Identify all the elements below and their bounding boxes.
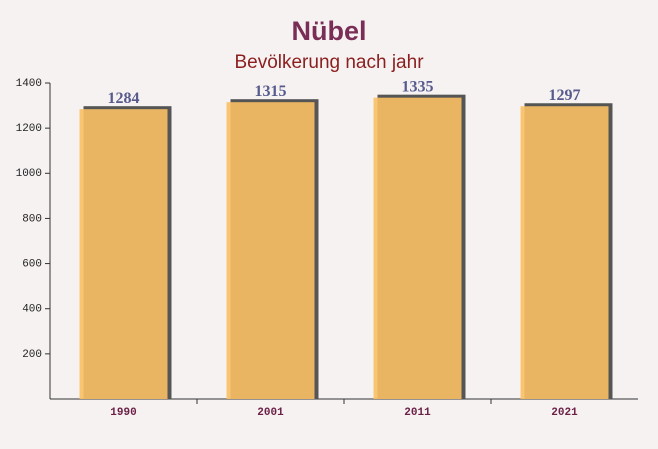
y-tick-label: 1000 xyxy=(16,168,42,180)
bar xyxy=(226,102,315,399)
bar xyxy=(79,109,168,399)
x-tick-label: 2011 xyxy=(404,407,431,419)
y-tick-label: 200 xyxy=(22,349,42,361)
x-tick-label: 1990 xyxy=(110,407,136,419)
value-label: 1284 xyxy=(108,90,140,107)
x-tick-label: 2001 xyxy=(257,407,284,419)
y-tick-label: 1400 xyxy=(16,78,42,90)
y-tick-label: 600 xyxy=(22,258,42,270)
y-tick-label: 1200 xyxy=(16,123,42,135)
chart-title: Nübel xyxy=(291,16,366,46)
y-tick-label: 800 xyxy=(22,213,42,225)
x-tick-label: 2021 xyxy=(551,407,578,419)
value-label: 1335 xyxy=(402,79,434,96)
value-label: 1315 xyxy=(255,83,287,100)
y-tick-label: 400 xyxy=(22,304,42,316)
chart-subtitle: Bevölkerung nach jahr xyxy=(234,52,424,73)
value-label: 1297 xyxy=(549,87,581,104)
bar xyxy=(373,97,462,400)
bar xyxy=(520,106,609,400)
